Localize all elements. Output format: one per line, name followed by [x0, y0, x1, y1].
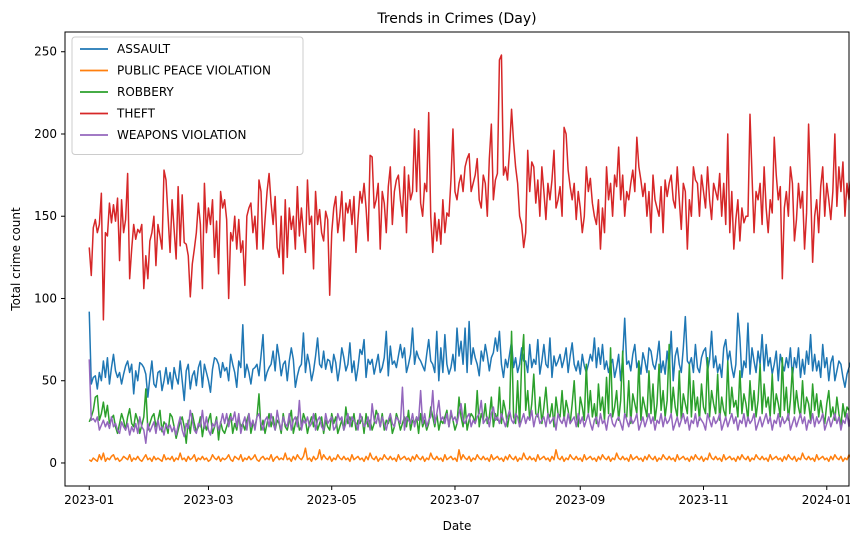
x-tick-label: 2023-01 [64, 493, 114, 507]
series-line-0 [88, 311, 850, 402]
y-tick-label: 150 [34, 209, 57, 223]
x-tick-label: 2023-11 [678, 493, 728, 507]
y-tick-label: 100 [34, 291, 57, 305]
x-tick-label: 2023-05 [307, 493, 357, 507]
legend-label-3: THEFT [116, 107, 156, 121]
legend-label-4: WEAPONS VIOLATION [117, 128, 246, 142]
x-tick-label: 2023-07 [430, 493, 480, 507]
y-tick-label: 250 [34, 45, 57, 59]
chart-title: Trends in Crimes (Day) [376, 11, 536, 27]
legend: ASSAULT PUBLIC PEACE VIOLATION ROBBERY THEF… [71, 36, 304, 155]
x-tick-label: 2023-09 [555, 493, 605, 507]
series-line-3 [88, 54, 850, 321]
x-axis-label: Date [443, 519, 472, 533]
legend-label-1: PUBLIC PEACE VIOLATION [117, 64, 271, 78]
legend-box [71, 36, 304, 155]
legend-label-2: ROBBERY [117, 85, 174, 99]
y-tick-label: 200 [34, 127, 57, 141]
y-axis-label: Total crime count [9, 207, 23, 312]
x-tick-label: 2023-03 [183, 493, 233, 507]
series-line-4 [88, 359, 850, 444]
y-axis: 0 50 100 150 200 250 [34, 45, 65, 470]
y-tick-label: 0 [49, 456, 57, 470]
x-axis: 2023-01 2023-03 2023-05 2023-07 2023-09 2023-… [64, 486, 850, 507]
x-tick-label: 2024-01 [802, 493, 850, 507]
series-line-1 [88, 447, 850, 463]
y-tick-label: 50 [42, 374, 57, 388]
series-layer [88, 54, 850, 463]
plot-frame [64, 31, 850, 487]
legend-label-0: ASSAULT [117, 42, 171, 56]
